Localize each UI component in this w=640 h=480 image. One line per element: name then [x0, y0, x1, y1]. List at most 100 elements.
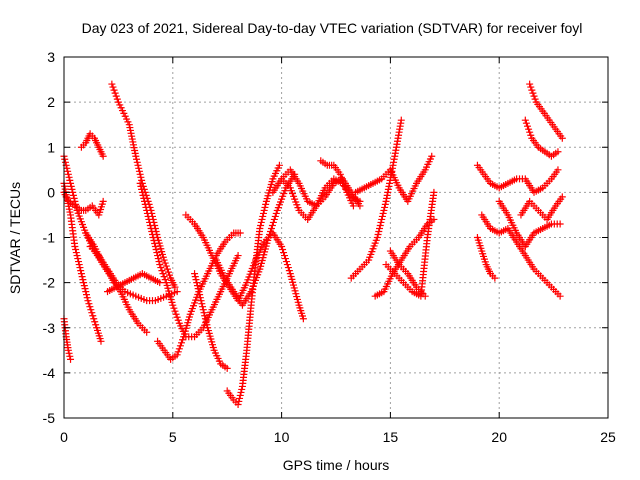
data-point: [141, 197, 149, 205]
data-point: [108, 80, 116, 88]
data-point: [266, 227, 274, 235]
data-point: [266, 230, 274, 238]
data-point: [257, 221, 265, 229]
data-point: [527, 83, 535, 91]
data-point: [112, 92, 120, 100]
data-point: [268, 221, 276, 229]
data-point: [194, 285, 202, 293]
data-point: [161, 276, 169, 284]
series-arc-05: [77, 130, 107, 160]
y-tick-label: -1: [43, 230, 56, 246]
data-point: [281, 252, 289, 260]
data-point: [176, 342, 184, 350]
series-arc-30: [521, 116, 562, 160]
data-point: [258, 215, 266, 223]
data-point: [378, 212, 386, 220]
data-point: [65, 173, 73, 181]
series-arc-20: [352, 152, 436, 205]
data-point: [159, 270, 167, 278]
data-point: [150, 237, 158, 245]
data-point: [267, 224, 275, 232]
data-point: [174, 348, 182, 356]
data-point: [154, 252, 162, 260]
data-point: [356, 197, 364, 205]
data-point: [137, 182, 145, 190]
data-point: [141, 200, 149, 208]
data-point: [152, 246, 160, 254]
data-point: [282, 258, 290, 266]
series-arc-28: [517, 193, 566, 223]
data-point: [237, 388, 245, 396]
data-point: [270, 215, 278, 223]
x-tick-label: 25: [600, 429, 616, 445]
data-point: [158, 267, 166, 275]
data-point: [342, 185, 350, 193]
data-point: [271, 212, 279, 220]
data-point: [138, 188, 146, 196]
data-point: [79, 276, 87, 284]
series-arc-02: [60, 315, 75, 363]
data-point: [139, 191, 147, 199]
data-point: [173, 288, 181, 296]
data-point: [256, 224, 264, 232]
data-point: [278, 243, 286, 251]
data-point: [279, 246, 287, 254]
x-tick-label: 5: [169, 429, 177, 445]
data-point: [198, 300, 206, 308]
data-point: [67, 355, 75, 363]
data-point: [191, 270, 199, 278]
data-point: [527, 131, 535, 139]
data-point: [66, 176, 74, 184]
data-point: [529, 89, 537, 97]
data-point: [73, 252, 81, 260]
data-point: [234, 400, 242, 408]
data-point: [173, 313, 181, 321]
data-point: [193, 279, 201, 287]
data-point: [525, 125, 533, 133]
data-point: [135, 167, 143, 175]
data-point: [153, 249, 161, 257]
data-point: [526, 128, 534, 136]
series-arc-23: [386, 247, 429, 300]
data-point: [523, 122, 531, 130]
y-tick-label: -5: [43, 410, 56, 426]
data-point: [161, 259, 169, 267]
data-point: [87, 306, 95, 314]
data-point: [144, 212, 152, 220]
series-arc-19: [347, 116, 405, 282]
data-point: [378, 215, 386, 223]
data-point: [63, 164, 71, 172]
data-point: [138, 176, 146, 184]
x-tick-label: 15: [383, 429, 399, 445]
data-point: [236, 391, 244, 399]
data-point: [113, 95, 121, 103]
data-point: [69, 188, 77, 196]
data-point: [173, 351, 181, 359]
data-point: [374, 230, 382, 238]
y-axis-label: SDTVAR / TECUs: [7, 182, 23, 294]
data-point: [156, 261, 164, 269]
data-point: [554, 148, 562, 156]
series-arc-08: [86, 243, 181, 305]
data-point: [75, 261, 83, 269]
data-point: [201, 315, 209, 323]
data-point: [171, 307, 179, 315]
data-point: [145, 215, 153, 223]
data-point: [149, 234, 157, 241]
data-point: [203, 321, 211, 329]
data-point: [522, 119, 530, 127]
data-point: [379, 209, 387, 217]
data-point: [259, 212, 267, 220]
data-point: [147, 224, 155, 232]
data-point: [236, 394, 244, 402]
data-point: [99, 197, 107, 205]
data-point: [64, 346, 72, 354]
data-point: [64, 167, 72, 175]
series-arc-18: [317, 157, 357, 210]
data-point: [341, 182, 349, 190]
data-point: [143, 209, 151, 217]
data-point: [138, 185, 146, 193]
data-point: [179, 336, 187, 344]
data-point: [137, 173, 145, 181]
data-point: [280, 249, 288, 257]
